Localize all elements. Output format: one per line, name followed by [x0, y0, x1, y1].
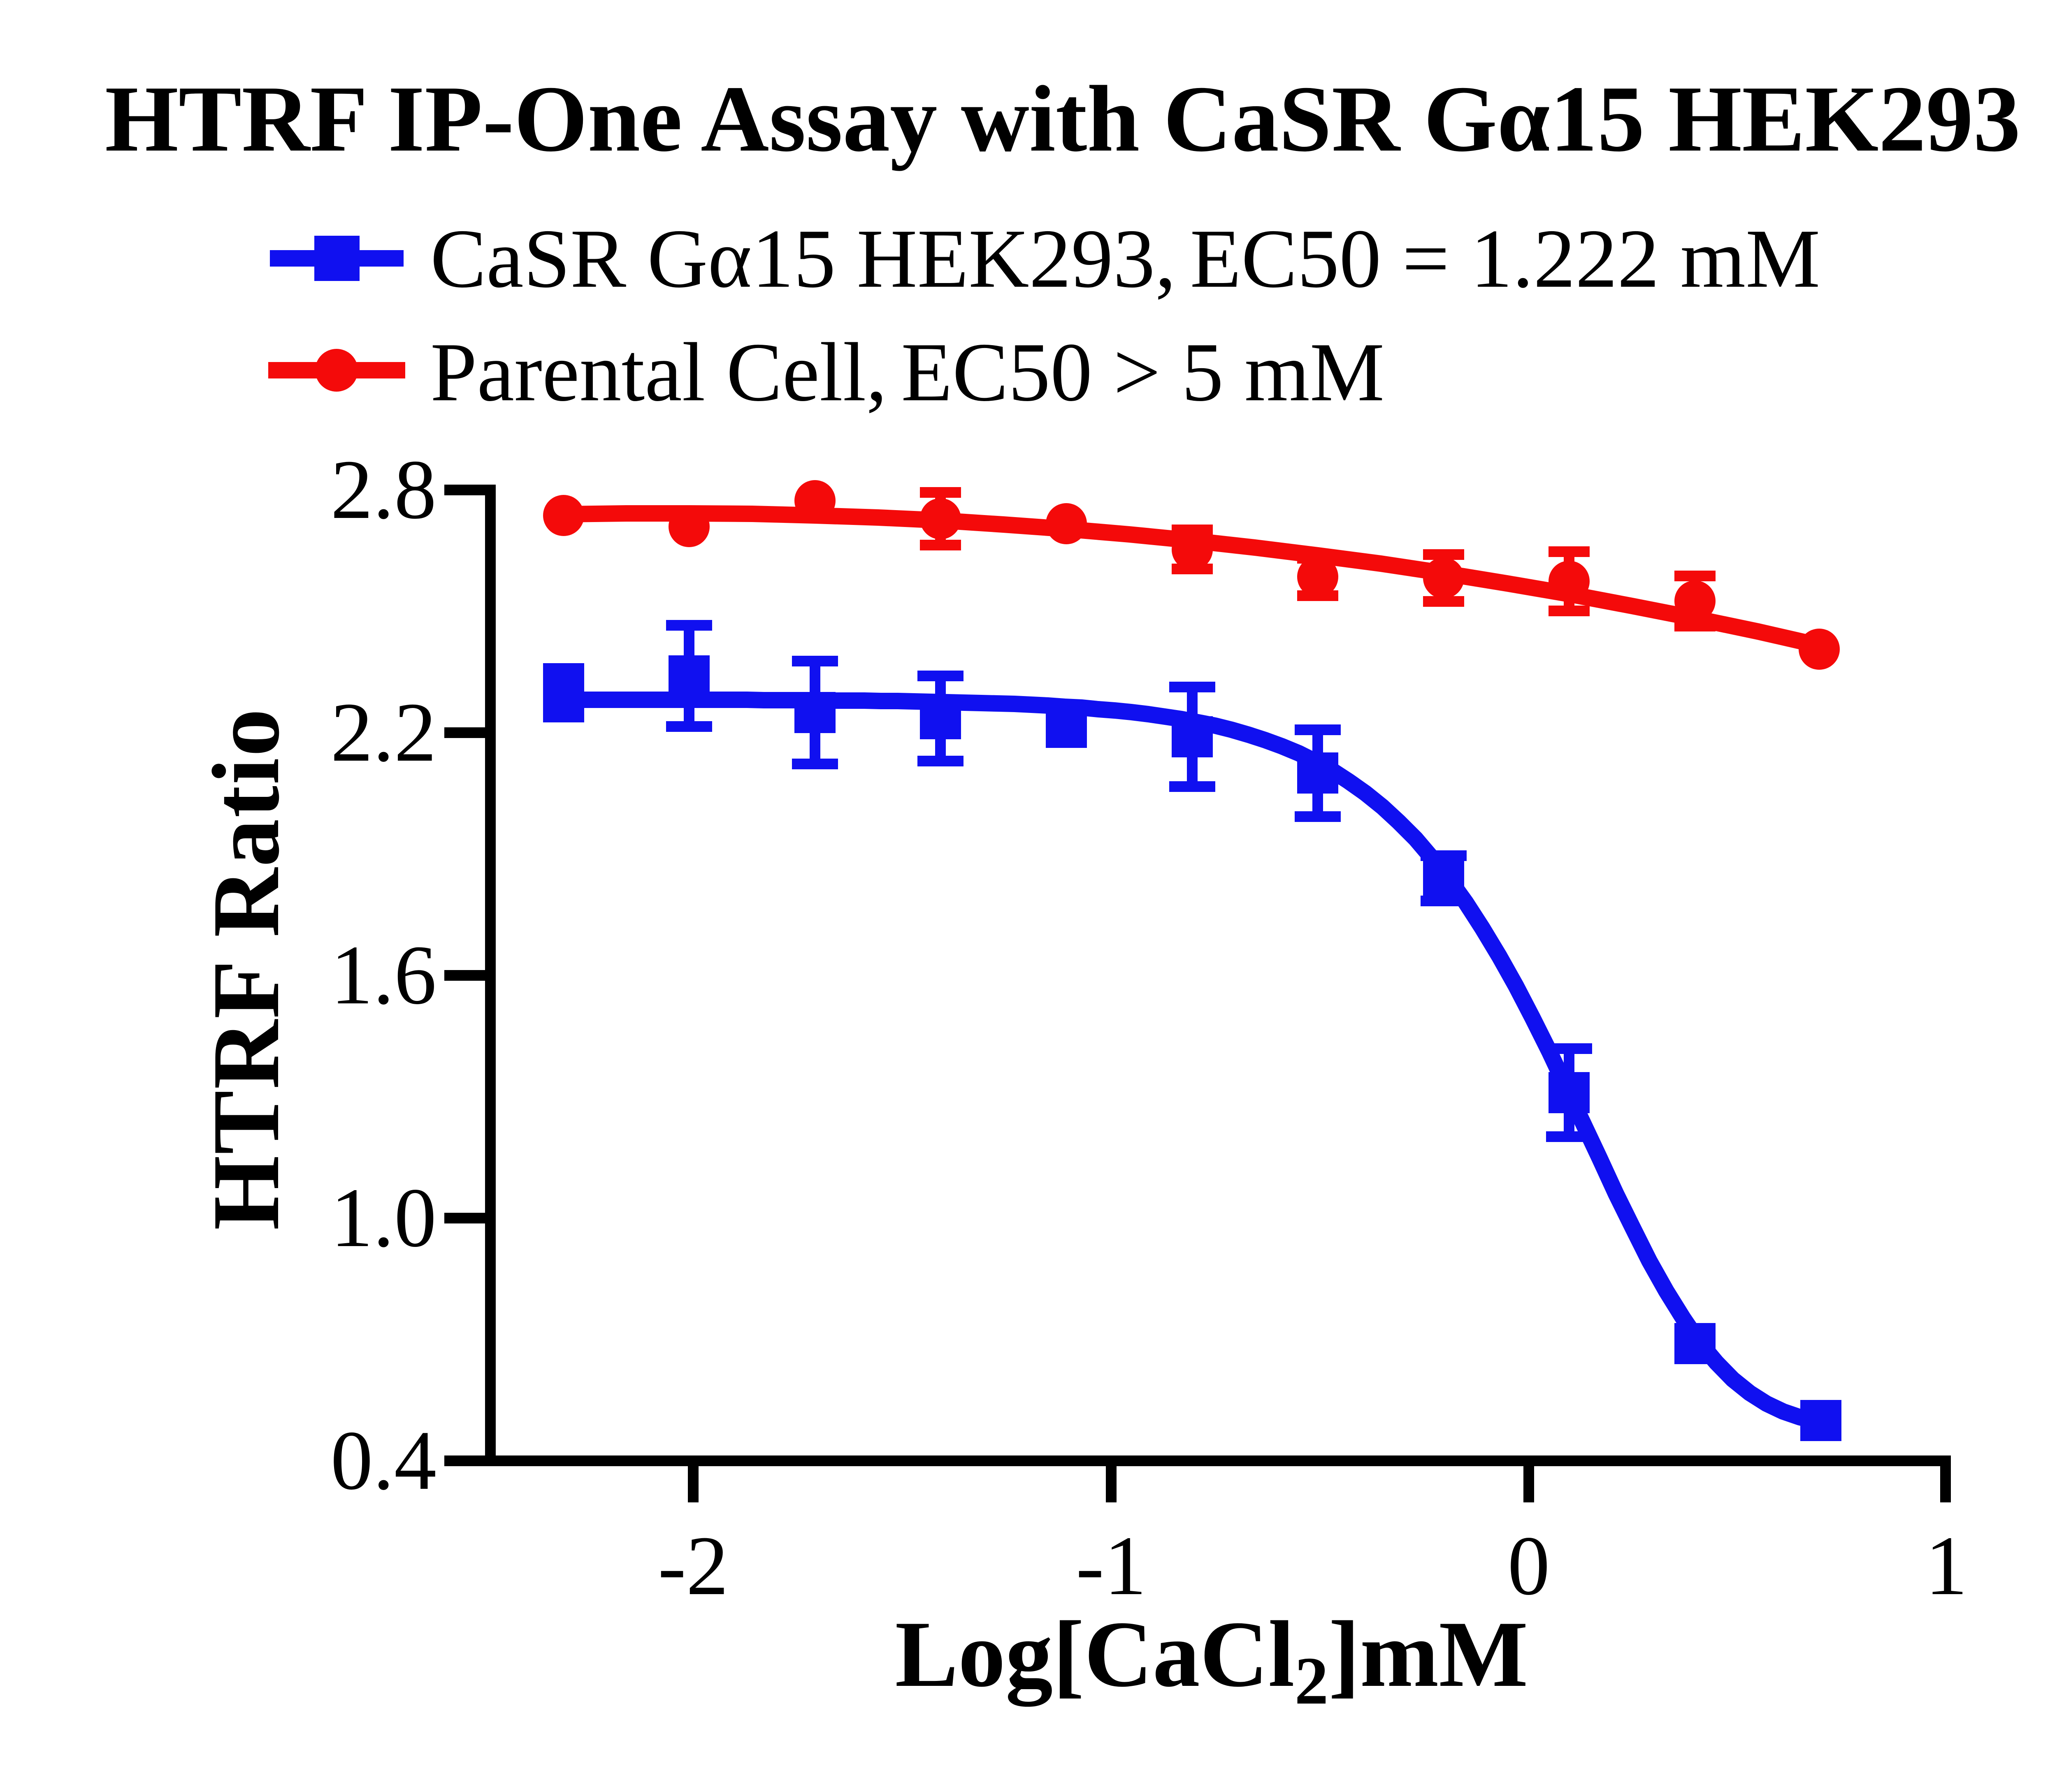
svg-text:2.2: 2.2 [331, 685, 437, 779]
svg-text:1.6: 1.6 [331, 928, 437, 1022]
svg-text:CaSR Gα15 HEK293,EC50 = 1.222: CaSR Gα15 HEK293, EC50 = 1.222 mM [430, 212, 1820, 305]
svg-text:Parental Cell,EC50 > 5 mM: Parental Cell, EC50 > 5 mM [430, 326, 1384, 419]
svg-text:HTRF Ratio: HTRF Ratio [193, 708, 299, 1230]
svg-text:2.8: 2.8 [331, 442, 437, 536]
svg-text:1: 1 [1925, 1518, 1968, 1613]
svg-text:HTRF IP-One Assay with CaSR Gα: HTRF IP-One Assay with CaSR Gα15 HEK293 [105, 66, 2020, 171]
svg-text:1.0: 1.0 [331, 1170, 437, 1265]
svg-text:Log[CaCl2]mM: Log[CaCl2]mM [895, 1602, 1528, 1718]
svg-text:-2: -2 [658, 1518, 729, 1613]
svg-text:0.4: 0.4 [331, 1413, 437, 1507]
svg-text:0: 0 [1508, 1518, 1550, 1613]
svg-text:-1: -1 [1076, 1518, 1147, 1613]
